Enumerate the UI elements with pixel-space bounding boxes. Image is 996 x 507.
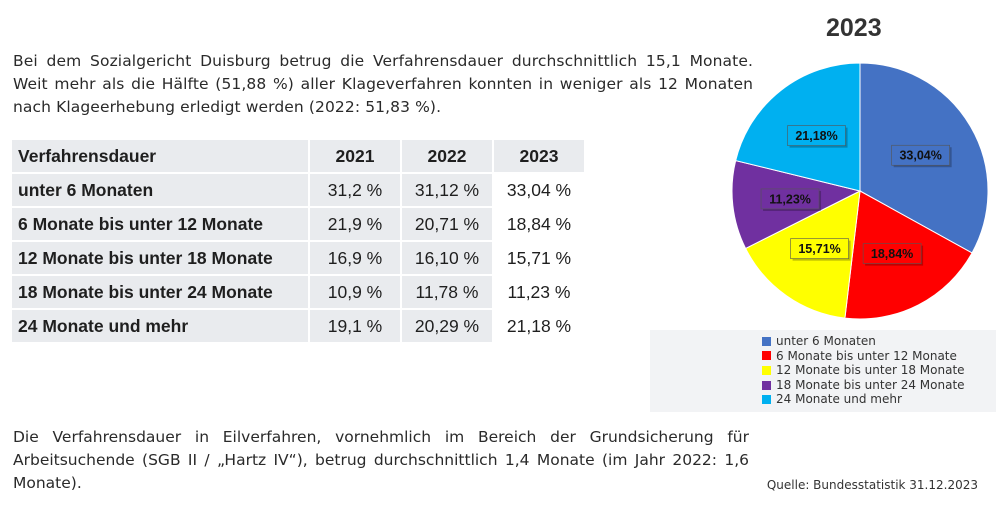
legend-item: unter 6 Monaten [762,334,996,349]
legend-swatch [762,395,771,405]
legend-swatch [762,351,771,361]
pie-label-text: 21,18% [795,129,837,143]
row-label: 12 Monate bis unter 18 Monate [12,242,308,274]
pie-data-label: 15,71% [790,238,851,261]
cell-2021: 10,9 % [310,276,400,308]
pie-data-label: 18,84% [862,243,924,266]
pie-label-text: 33,04% [899,149,941,163]
legend-list: unter 6 Monaten 6 Monate bis unter 12 Mon… [650,330,996,407]
table-row: 24 Monate und mehr 19,1 % 20,29 % 21,18 … [12,310,584,342]
pie-label-text: 11,23% [769,192,811,206]
legend-label: 12 Monate bis unter 18 Monate [776,363,965,378]
cell-2022: 20,29 % [402,310,492,342]
legend-item: 18 Monate bis unter 24 Monate [762,378,996,393]
table-header-row: Verfahrensdauer 2021 2022 2023 [12,140,584,172]
table-row: 18 Monate bis unter 24 Monate 10,9 % 11,… [12,276,584,308]
pie-data-label: 21,18% [787,125,848,148]
cell-2021: 19,1 % [310,310,400,342]
legend-swatch [762,380,771,390]
cell-2021: 16,9 % [310,242,400,274]
cell-2023: 33,04 % [494,174,584,206]
pie-data-label: 33,04% [891,144,952,168]
legend-swatch [762,336,771,346]
cell-2022: 16,10 % [402,242,492,274]
row-label: 6 Monate bis unter 12 Monate [12,208,308,240]
legend-label: 24 Monate und mehr [776,392,902,407]
cell-2021: 21,9 % [310,208,400,240]
legend-label: 6 Monate bis unter 12 Monate [776,348,957,363]
pie-label-text: 15,71% [798,242,840,256]
legend-item: 24 Monate und mehr [762,392,996,407]
cell-2023: 18,84 % [494,208,584,240]
table-row: unter 6 Monaten 31,2 % 31,12 % 33,04 % [12,174,584,206]
cell-2022: 11,78 % [402,276,492,308]
legend-swatch [762,365,771,375]
legend-item: 12 Monate bis unter 18 Monate [762,363,996,378]
cell-2023: 15,71 % [494,242,584,274]
pie-data-label: 11,23% [760,188,822,211]
duration-table: Verfahrensdauer 2021 2022 2023 unter 6 M… [10,138,586,344]
row-label: 18 Monate bis unter 24 Monate [12,276,308,308]
row-label: unter 6 Monaten [12,174,308,206]
intro-paragraph: Bei dem Sozialgericht Duisburg betrug di… [13,51,753,116]
chart-legend: unter 6 Monaten 6 Monate bis unter 12 Mon… [650,330,996,412]
header-2021: 2021 [310,140,400,172]
legend-label: 18 Monate bis unter 24 Monate [776,377,965,392]
header-duration: Verfahrensdauer [12,140,308,172]
cell-2021: 31,2 % [310,174,400,206]
pie-label-text: 18,84% [871,247,913,261]
cell-2023: 21,18 % [494,310,584,342]
source-note: Quelle: Bundesstatistik 31.12.2023 [766,478,978,492]
header-2023: 2023 [494,140,584,172]
eilverfahren-paragraph: Die Verfahrensdauer in Eilverfahren, vor… [13,427,749,492]
cell-2022: 20,71 % [402,208,492,240]
row-label: 24 Monate und mehr [12,310,308,342]
cell-2022: 31,12 % [402,174,492,206]
table-row: 12 Monate bis unter 18 Monate 16,9 % 16,… [12,242,584,274]
chart-title: 2023 [826,14,882,42]
table-row: 6 Monate bis unter 12 Monate 21,9 % 20,7… [12,208,584,240]
cell-2023: 11,23 % [494,276,584,308]
header-2022: 2022 [402,140,492,172]
legend-label: unter 6 Monaten [776,334,876,348]
pie-chart: 33,04% 18,84% 15,71% 11,23% 21,18% [731,62,989,320]
legend-item: 6 Monate bis unter 12 Monate [762,349,996,364]
